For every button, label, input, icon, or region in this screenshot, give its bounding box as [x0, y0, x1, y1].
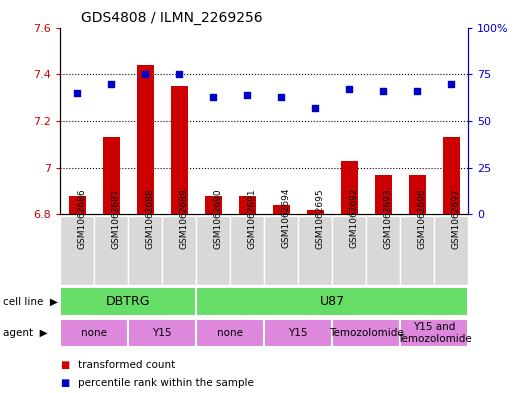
Text: GSM1062692: GSM1062692 [349, 188, 358, 248]
Text: transformed count: transformed count [78, 360, 176, 370]
Text: GSM1062688: GSM1062688 [145, 188, 154, 248]
Text: GSM1062689: GSM1062689 [179, 188, 188, 248]
Bar [272, 205, 290, 214]
Text: ■: ■ [60, 378, 70, 388]
Bar [162, 216, 196, 285]
Bar [69, 196, 86, 214]
Bar [264, 319, 332, 347]
Bar [332, 216, 366, 285]
Bar [196, 319, 264, 347]
Text: Y15: Y15 [152, 328, 172, 338]
Text: GDS4808 / ILMN_2269256: GDS4808 / ILMN_2269256 [81, 11, 262, 25]
Point [345, 86, 354, 92]
Bar [340, 160, 358, 214]
Bar [238, 196, 256, 214]
Text: GSM1062687: GSM1062687 [111, 188, 120, 248]
Point [447, 81, 456, 87]
Bar [103, 137, 120, 214]
Point [277, 94, 286, 100]
Text: GSM1062696: GSM1062696 [417, 188, 426, 248]
Bar [196, 216, 230, 285]
Text: Temozolomide: Temozolomide [329, 328, 403, 338]
Text: ■: ■ [60, 360, 70, 370]
Bar [137, 65, 154, 214]
Bar [434, 216, 468, 285]
Point [107, 81, 116, 87]
Bar [230, 216, 264, 285]
Text: GSM1062697: GSM1062697 [451, 188, 460, 248]
Bar [306, 209, 324, 214]
Text: Y15 and
Temozolomide: Y15 and Temozolomide [397, 322, 471, 344]
Text: GSM1062695: GSM1062695 [315, 188, 324, 248]
Bar [374, 174, 392, 214]
Text: GSM1062686: GSM1062686 [77, 188, 86, 248]
Point [243, 92, 252, 98]
Bar [60, 287, 196, 316]
Point [413, 88, 422, 94]
Point [141, 71, 150, 77]
Point [379, 88, 388, 94]
Bar [264, 216, 298, 285]
Text: Y15: Y15 [288, 328, 308, 338]
Bar [60, 319, 128, 347]
Text: DBTRG: DBTRG [106, 295, 151, 308]
Bar [366, 216, 400, 285]
Bar [60, 216, 94, 285]
Text: cell line  ▶: cell line ▶ [3, 297, 58, 307]
Bar [442, 137, 460, 214]
Point [175, 71, 184, 77]
Bar [204, 196, 222, 214]
Text: none: none [81, 328, 107, 338]
Text: GSM1062693: GSM1062693 [383, 188, 392, 248]
Text: GSM1062694: GSM1062694 [281, 188, 290, 248]
Bar [408, 174, 426, 214]
Bar [94, 216, 128, 285]
Point [311, 105, 320, 111]
Bar [400, 216, 434, 285]
Text: none: none [217, 328, 243, 338]
Bar [128, 216, 162, 285]
Text: U87: U87 [320, 295, 345, 308]
Point [209, 94, 218, 100]
Text: GSM1062691: GSM1062691 [247, 188, 256, 248]
Bar [332, 319, 400, 347]
Text: GSM1062690: GSM1062690 [213, 188, 222, 248]
Bar [170, 86, 188, 214]
Bar [128, 319, 196, 347]
Point [73, 90, 82, 96]
Bar [298, 216, 332, 285]
Bar [196, 287, 468, 316]
Bar [400, 319, 468, 347]
Text: percentile rank within the sample: percentile rank within the sample [78, 378, 254, 388]
Text: agent  ▶: agent ▶ [3, 328, 47, 338]
